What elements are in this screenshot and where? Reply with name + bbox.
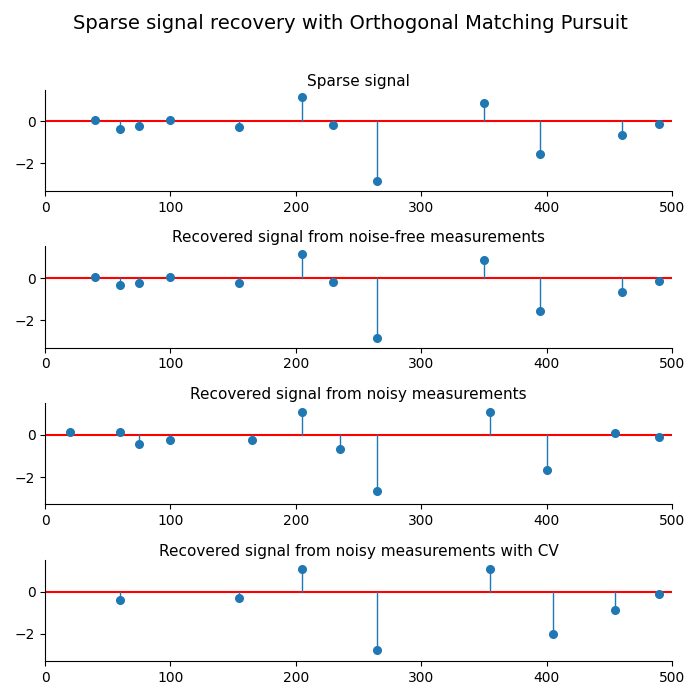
Title: Recovered signal from noisy measurements with CV: Recovered signal from noisy measurements…	[159, 544, 559, 559]
Text: Sparse signal recovery with Orthogonal Matching Pursuit: Sparse signal recovery with Orthogonal M…	[73, 14, 627, 33]
Title: Recovered signal from noisy measurements: Recovered signal from noisy measurements	[190, 387, 527, 402]
Title: Sparse signal: Sparse signal	[307, 74, 410, 88]
Title: Recovered signal from noise-free measurements: Recovered signal from noise-free measure…	[172, 230, 545, 245]
